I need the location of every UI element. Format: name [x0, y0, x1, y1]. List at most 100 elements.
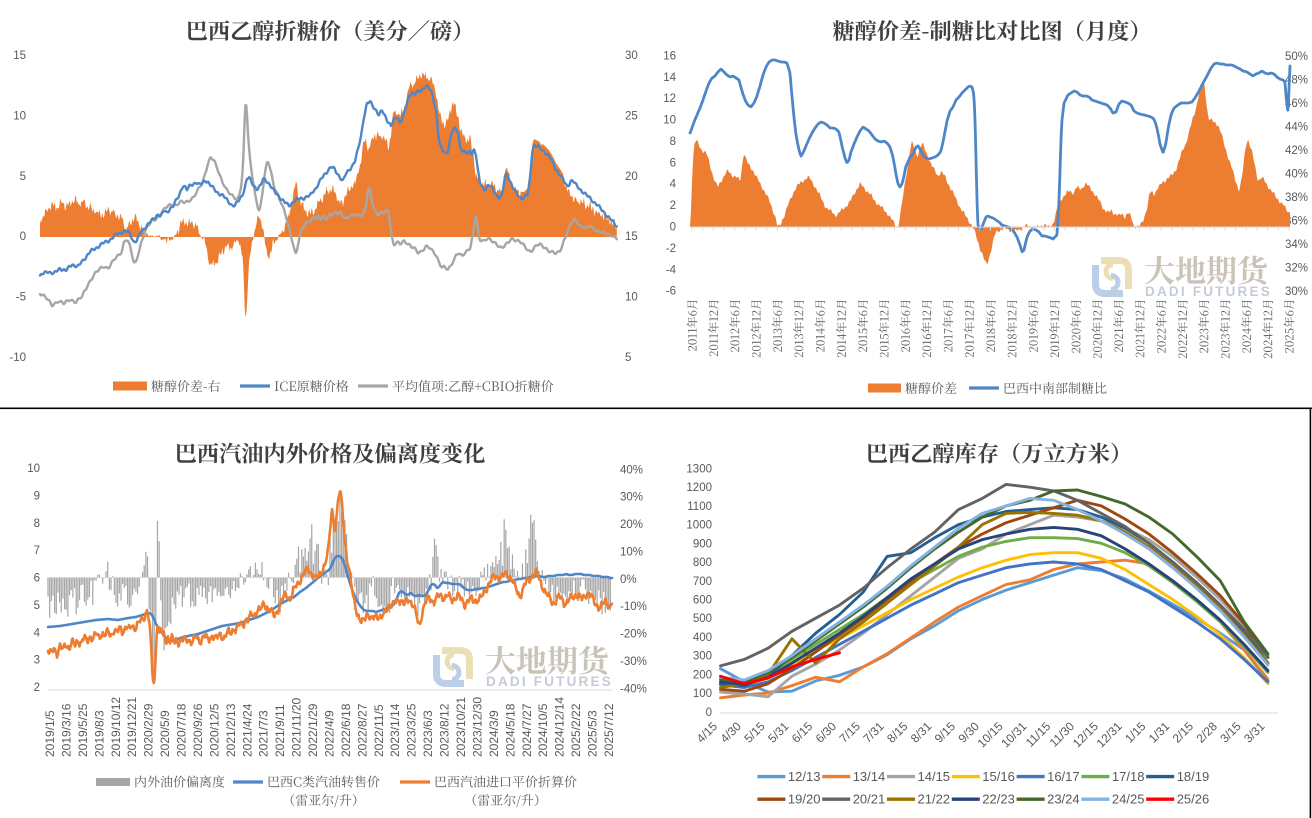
svg-text:10: 10 — [13, 110, 26, 122]
svg-text:2019/8/3: 2019/8/3 — [92, 710, 106, 757]
svg-text:44%: 44% — [1285, 122, 1308, 134]
svg-text:2021/4/24: 2021/4/24 — [240, 703, 254, 757]
svg-text:1300: 1300 — [686, 463, 712, 475]
svg-text:2020/2/29: 2020/2/29 — [142, 703, 156, 757]
svg-text:2023/1/14: 2023/1/14 — [388, 703, 402, 757]
svg-text:-30%: -30% — [620, 656, 647, 668]
svg-text:10%: 10% — [620, 546, 643, 558]
svg-text:3/31: 3/31 — [1241, 719, 1268, 746]
svg-text:2024/10/5: 2024/10/5 — [536, 703, 550, 757]
svg-text:4: 4 — [34, 627, 41, 639]
svg-text:25: 25 — [625, 110, 638, 122]
svg-text:1000: 1000 — [686, 520, 712, 532]
svg-text:900: 900 — [693, 538, 712, 550]
svg-text:10/31: 10/31 — [998, 719, 1029, 750]
svg-text:2020/12/5: 2020/12/5 — [207, 703, 221, 757]
svg-text:6/15: 6/15 — [789, 719, 816, 746]
svg-text:11/30: 11/30 — [1047, 719, 1078, 750]
svg-text:34%: 34% — [1285, 239, 1308, 251]
svg-text:18/19: 18/19 — [1177, 769, 1210, 784]
svg-text:2021/9/11: 2021/9/11 — [273, 704, 287, 757]
svg-text:22/23: 22/23 — [982, 792, 1015, 807]
svg-text:100: 100 — [693, 688, 712, 700]
svg-text:2023/6/3: 2023/6/3 — [421, 710, 435, 757]
svg-text:2025/5/3: 2025/5/3 — [586, 710, 600, 757]
svg-text:300: 300 — [693, 651, 712, 663]
svg-text:12/13: 12/13 — [788, 769, 821, 784]
svg-text:2/15: 2/15 — [1170, 719, 1197, 746]
svg-text:2: 2 — [670, 200, 676, 212]
svg-text:42%: 42% — [1285, 145, 1308, 157]
svg-text:3/15: 3/15 — [1217, 719, 1244, 746]
svg-text:46%: 46% — [1285, 98, 1308, 110]
svg-text:20/21: 20/21 — [853, 792, 886, 807]
svg-text:1/15: 1/15 — [1122, 719, 1149, 746]
svg-text:-10%: -10% — [620, 601, 647, 613]
svg-text:7: 7 — [34, 545, 40, 557]
svg-text:5: 5 — [20, 171, 26, 183]
svg-text:15/16: 15/16 — [982, 769, 1015, 784]
svg-text:36%: 36% — [1285, 216, 1308, 228]
svg-text:20%: 20% — [620, 519, 643, 531]
svg-text:2023/8/12: 2023/8/12 — [438, 703, 452, 757]
svg-text:2019/5/25: 2019/5/25 — [76, 703, 90, 757]
svg-text:2022/1/29: 2022/1/29 — [306, 703, 320, 757]
svg-text:5/31: 5/31 — [765, 719, 792, 746]
svg-text:5/15: 5/15 — [741, 719, 768, 746]
svg-text:3: 3 — [34, 655, 40, 667]
svg-text:16: 16 — [663, 50, 676, 62]
svg-text:2025/2/22: 2025/2/22 — [569, 703, 583, 757]
svg-text:20: 20 — [625, 171, 638, 183]
svg-text:2023/10/21: 2023/10/21 — [454, 697, 468, 757]
svg-text:7/15: 7/15 — [837, 719, 864, 746]
svg-text:10/15: 10/15 — [975, 719, 1006, 750]
svg-text:8/15: 8/15 — [884, 719, 911, 746]
svg-text:40%: 40% — [1285, 169, 1308, 181]
svg-text:2019/12/21: 2019/12/21 — [125, 697, 139, 757]
svg-text:-40%: -40% — [620, 683, 647, 695]
svg-text:2023/12/30: 2023/12/30 — [470, 697, 484, 757]
svg-text:4/15: 4/15 — [694, 719, 721, 746]
svg-text:5: 5 — [625, 352, 631, 364]
svg-text:40%: 40% — [620, 464, 643, 476]
svg-text:600: 600 — [693, 594, 712, 606]
svg-text:15: 15 — [13, 50, 26, 62]
svg-text:15: 15 — [625, 231, 638, 243]
svg-text:21/22: 21/22 — [918, 792, 951, 807]
svg-text:17/18: 17/18 — [1112, 769, 1145, 784]
svg-text:12: 12 — [663, 93, 676, 105]
svg-text:400: 400 — [693, 632, 712, 644]
svg-text:2019/10/12: 2019/10/12 — [109, 697, 123, 757]
svg-text:2019/3/16: 2019/3/16 — [59, 703, 73, 757]
svg-text:12/15: 12/15 — [1070, 719, 1101, 750]
svg-text:2024/3/9: 2024/3/9 — [487, 710, 501, 757]
svg-text:16/17: 16/17 — [1047, 769, 1080, 784]
svg-text:12/31: 12/31 — [1094, 719, 1125, 750]
svg-text:-6: -6 — [666, 286, 676, 298]
svg-text:9: 9 — [34, 490, 40, 502]
svg-text:6/30: 6/30 — [813, 719, 840, 746]
svg-text:DADI FUTURES: DADI FUTURES — [1145, 284, 1272, 299]
svg-text:0: 0 — [706, 707, 712, 719]
svg-text:2: 2 — [34, 682, 40, 694]
svg-text:-5: -5 — [16, 292, 26, 304]
svg-text:2021/2/13: 2021/2/13 — [224, 703, 238, 757]
svg-text:2022/4/9: 2022/4/9 — [322, 710, 336, 757]
svg-text:500: 500 — [693, 613, 712, 625]
svg-text:25/26: 25/26 — [1177, 792, 1210, 807]
svg-text:30: 30 — [625, 50, 638, 62]
svg-text:2020/5/9: 2020/5/9 — [158, 710, 172, 757]
svg-text:50%: 50% — [1285, 51, 1308, 63]
svg-text:0: 0 — [20, 231, 26, 243]
svg-text:2025/7/12: 2025/7/12 — [602, 703, 616, 757]
svg-text:2024/5/18: 2024/5/18 — [503, 703, 517, 757]
svg-text:13/14: 13/14 — [853, 769, 886, 784]
svg-text:1100: 1100 — [687, 501, 712, 513]
svg-text:7/31: 7/31 — [860, 719, 887, 746]
svg-text:2021/7/3: 2021/7/3 — [257, 710, 271, 757]
svg-text:24/25: 24/25 — [1112, 792, 1145, 807]
svg-text:2024/7/27: 2024/7/27 — [520, 703, 534, 757]
svg-text:14: 14 — [663, 72, 676, 84]
svg-text:30%: 30% — [1285, 286, 1308, 298]
svg-text:DADI FUTURES: DADI FUTURES — [486, 674, 613, 689]
